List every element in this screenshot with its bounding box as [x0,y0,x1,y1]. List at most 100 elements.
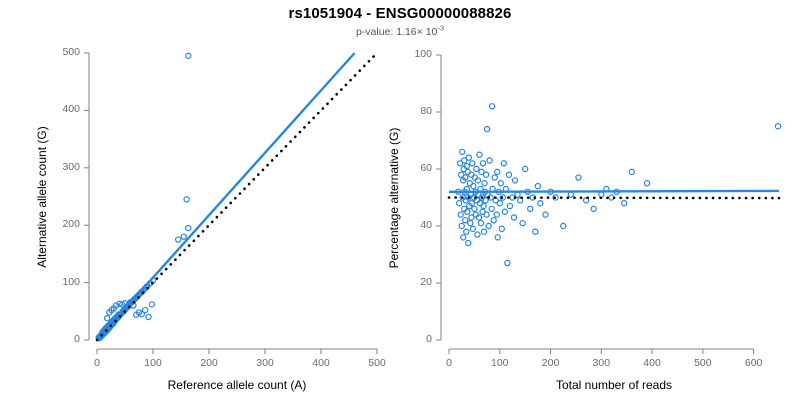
x-tick-label-left: 200 [200,357,218,369]
data-point [481,180,488,187]
data-point [494,234,501,241]
y-tick-label-left: 0 [74,333,80,345]
data-point [455,199,463,207]
data-point [478,168,485,176]
data-point [474,231,481,238]
x-tick-label-right: 300 [592,357,611,369]
data-point [465,239,472,247]
figure-title: rs1051904 - ENSG00000088826 [288,5,512,22]
data-point [516,197,524,204]
y-tick-label-right: 60 [420,162,432,174]
data-point [483,125,491,133]
data-point [475,214,483,221]
data-point [620,199,628,207]
data-point [471,205,478,213]
data-point [511,177,519,184]
data-point [457,171,465,178]
subtitle-text: p-value: 1.16× 10 [355,26,438,38]
data-point [469,160,476,167]
data-point [575,174,582,181]
x-axis-label-left: Reference allele count (A) [167,378,307,392]
data-point [488,205,495,213]
data-point [552,194,559,201]
x-axis-label-right: Total number of reads [555,378,673,392]
data-point [514,191,521,198]
x-tick-label-right: 100 [491,357,509,369]
plot-area-left [84,51,379,354]
data-point [537,199,544,207]
data-point [560,222,567,230]
data-point [493,211,500,218]
left-scatter-panel: 0 100 200 300 400 500 0 100 200 300 400 500 Referenc… [35,46,386,392]
data-point [468,199,476,207]
data-point [582,197,590,204]
x-tick-label-right: 500 [694,357,712,369]
data-point [463,228,470,235]
y-tick-label-left: 200 [62,218,80,231]
subtitle-exponent: -3 [437,23,445,33]
data-point [490,217,497,224]
data-point [462,217,469,224]
data-point [519,219,526,227]
data-point [148,301,156,308]
data-point [180,233,187,240]
y-tick-label-right: 100 [414,48,432,60]
data-point [138,310,145,318]
x-tick-label-right: 600 [744,357,763,369]
data-point [501,208,509,215]
data-point [467,219,474,227]
data-point [498,225,506,233]
data-point [486,157,493,164]
data-point [480,202,487,210]
data-point [459,148,466,156]
right-scatter-panel: 0 20 40 60 80 100 0 100 200 300 400 500 600 Total num… [387,0,800,400]
x-tick-label-left: 500 [368,357,386,369]
y-tick-label-right: 80 [420,105,432,117]
data-point [480,228,488,235]
data-point [479,160,487,167]
data-point [483,211,490,218]
identity-line-left [95,51,379,342]
y-tick-label-left: 300 [62,160,80,173]
data-point [141,306,149,314]
data-point [499,194,507,201]
x-tick-label-left: 100 [144,357,162,369]
data-point [500,160,508,167]
x-tick-label-right: 200 [541,357,560,369]
data-point [521,165,529,173]
data-point [473,165,480,173]
data-point [185,224,192,232]
x-tick-label-left: 400 [312,357,330,369]
data-point [464,208,471,215]
x-tick-label-right: 400 [643,357,661,369]
regression-fit-right [448,189,780,193]
data-point [185,52,192,60]
y-tick-label-right: 20 [420,276,432,288]
data-point [488,103,496,110]
data-point [482,171,490,178]
y-axis-label-left: Alternative allele count (G) [35,125,49,268]
data-point [482,197,489,204]
data-point [491,174,498,181]
data-point [465,154,473,161]
data-point [567,191,575,198]
data-point [628,168,635,176]
data-point [460,234,467,241]
data-point [643,180,651,187]
data-point [534,182,542,190]
data-point [506,202,514,210]
data-point [174,236,182,243]
data-point [496,199,503,207]
data-point [456,160,464,167]
x-tick-label-left: 300 [256,357,274,369]
data-point [494,168,501,176]
data-point [463,162,470,170]
data-point [527,205,534,213]
data-point [542,211,549,218]
data-point [145,313,152,321]
x-tick-label-left: 0 [94,357,100,369]
data-point [598,191,605,198]
figure-subtitle: p-value: 1.16× 10-3 [0,23,800,38]
data-point [470,182,477,190]
